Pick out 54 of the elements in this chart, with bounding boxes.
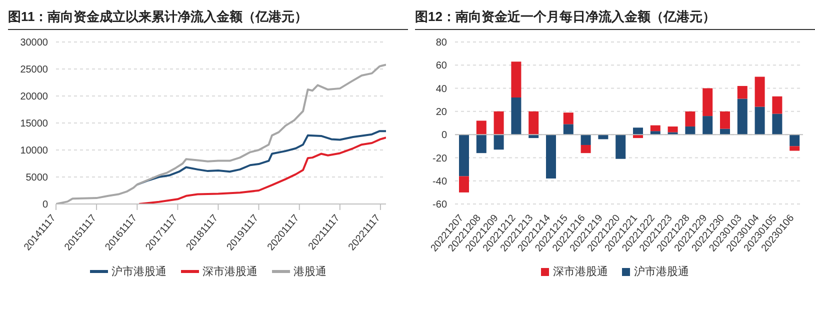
bar [702,88,713,116]
chart-title: 图11：南向资金成立以来累计净流入金额（亿港元） [8,8,408,30]
y-tick-label: -60 [432,200,448,211]
legend-label: 沪市港股通 [633,264,689,279]
bar [772,114,782,135]
bar [737,98,748,135]
legend-label: 沪市港股通 [110,264,166,279]
bar [476,120,486,135]
bar [546,134,556,179]
bar [772,96,782,114]
bar [754,76,765,107]
y-tick-label: 0 [42,200,48,211]
y-tick-label: 80 [436,38,448,49]
bar [580,144,591,154]
line-series [138,136,386,204]
bar [563,112,574,124]
y-tick-label: 15000 [20,118,48,130]
y-tick-label: 0 [441,130,448,142]
bar [476,134,486,154]
y-tick-label: 20000 [20,92,48,103]
y-tick-label: -40 [432,176,448,188]
legend-label: 深市港股通 [552,264,608,279]
y-tick-label: 5000 [26,172,48,184]
y-tick-label: 10000 [20,146,48,157]
bar [616,134,626,159]
bar [754,106,765,135]
bar [633,128,643,135]
bar [580,134,591,145]
legend-label: 深市港股通 [202,264,258,279]
bar [459,134,469,176]
bar [685,111,696,126]
bar [511,62,522,98]
y-tick-label: 40 [436,84,448,95]
bar [528,111,539,135]
bar [650,125,660,132]
y-tick-label: 20 [436,106,448,118]
bar [563,124,574,135]
legend-label: 港股通 [292,264,326,279]
y-tick-label: -20 [432,153,448,164]
y-tick-label: 60 [436,60,448,72]
bar [737,86,748,99]
y-tick-label: 25000 [20,64,48,76]
bar [459,176,469,192]
y-tick-label: 30000 [20,38,48,49]
bar [494,111,504,135]
chart-title: 图12：南向资金近一个月每日净流入金额（亿港元） [415,8,815,30]
bar [790,146,800,151]
bar [668,126,678,132]
bar [702,116,713,135]
bar [494,134,504,150]
bar [790,134,800,146]
bar [511,98,522,135]
bar [720,111,730,129]
bar [685,126,696,135]
